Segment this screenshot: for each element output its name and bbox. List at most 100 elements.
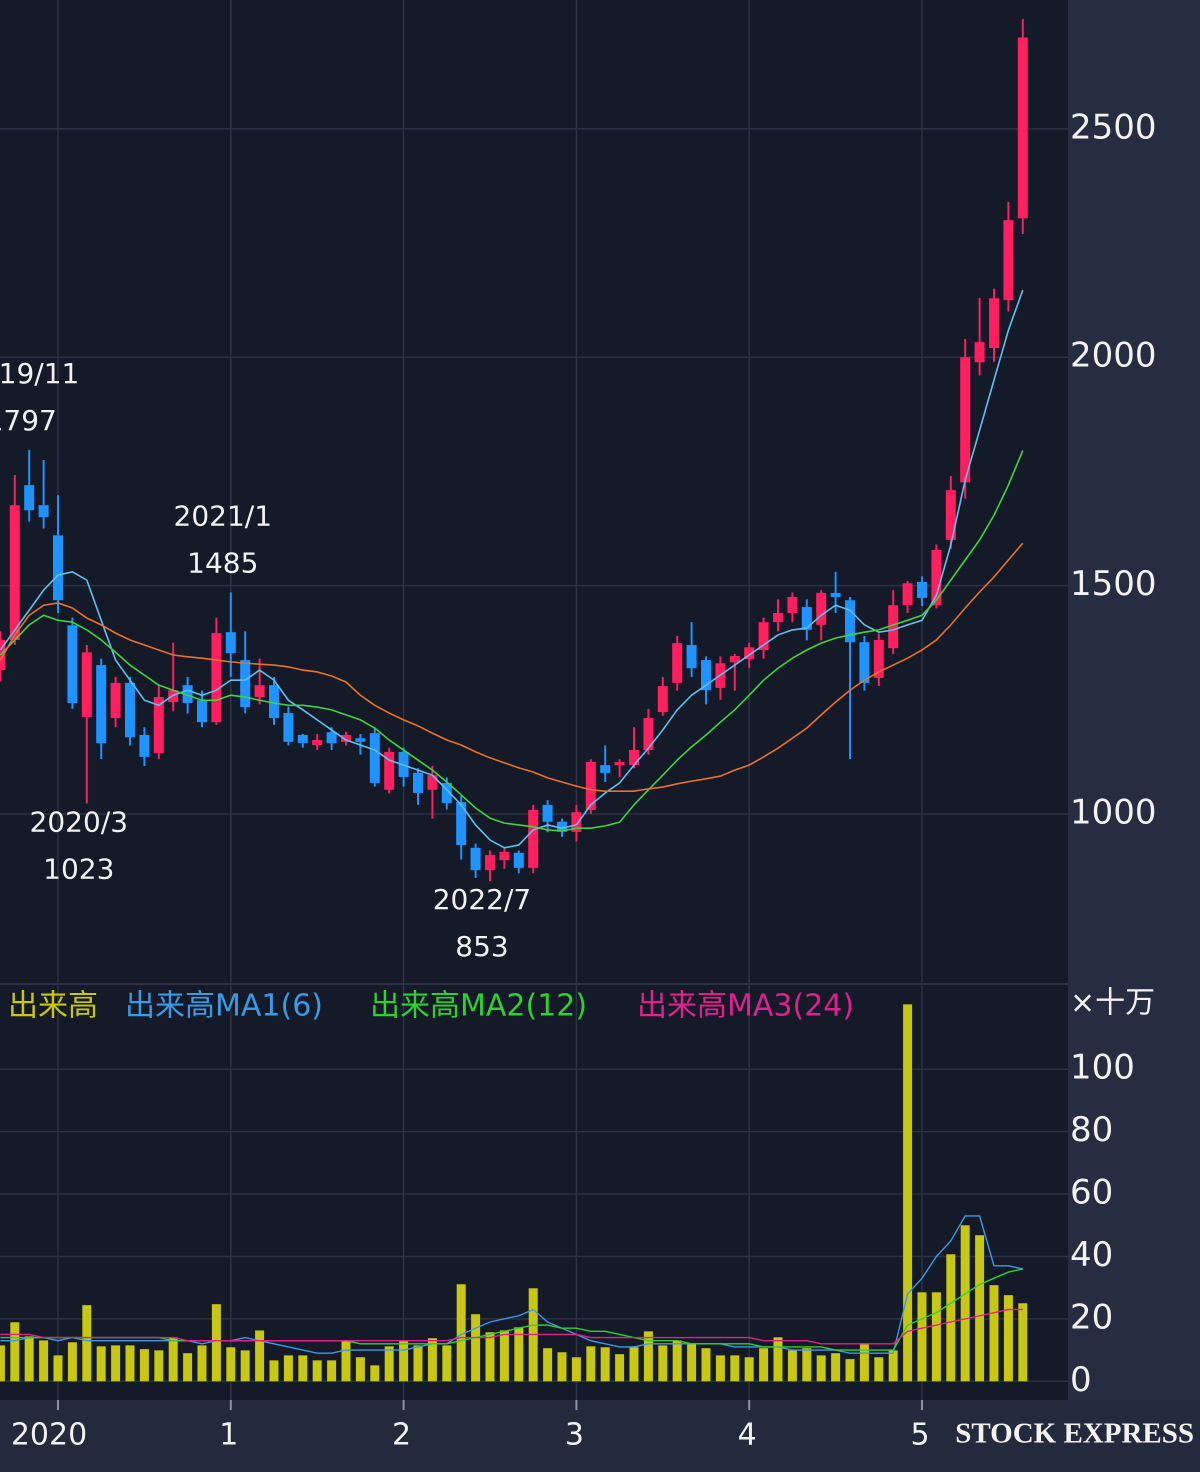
- volume-bar: [485, 1332, 495, 1382]
- candle-body: [571, 812, 582, 832]
- candle-body: [413, 772, 423, 793]
- volume-bar: [615, 1354, 625, 1382]
- candle-body: [341, 734, 351, 742]
- volume-ma-line: [0, 1268, 1023, 1351]
- moving-average-line: [0, 542, 1024, 792]
- candle-body: [197, 700, 207, 723]
- volume-bar: [183, 1353, 193, 1382]
- volume-bar: [327, 1360, 337, 1382]
- volume-bar: [0, 1345, 5, 1382]
- volume-bar: [989, 1285, 999, 1382]
- candle-body: [211, 633, 222, 723]
- volume-bar: [399, 1340, 409, 1382]
- volume-bar: [211, 1304, 221, 1382]
- volume-bar: [442, 1345, 452, 1382]
- candle-body: [499, 851, 510, 861]
- candle-body: [225, 632, 236, 654]
- annotation-price: 1023: [43, 852, 114, 885]
- candle-body: [672, 643, 683, 683]
- candle-body: [513, 852, 524, 868]
- volume-bar: [730, 1355, 740, 1382]
- candle-body: [326, 732, 337, 744]
- annotation-date: 2019/11: [0, 357, 79, 390]
- volume-bar: [672, 1340, 682, 1382]
- candle-body: [989, 298, 999, 349]
- candle-body: [974, 342, 985, 363]
- volume-bar: [802, 1348, 812, 1382]
- annotation-date: 2020/3: [30, 805, 129, 838]
- volume-bar: [514, 1327, 524, 1382]
- volume-bar: [759, 1348, 769, 1382]
- volume-bar: [355, 1357, 365, 1382]
- legend-entry: 出来高: [8, 989, 98, 1024]
- candle-body: [81, 652, 92, 718]
- volume-bar: [715, 1355, 725, 1382]
- candle-body: [873, 639, 884, 678]
- volume-bar: [946, 1254, 956, 1382]
- volume-bar: [629, 1347, 639, 1382]
- candle-body: [917, 581, 927, 598]
- x-tick-label: 2: [392, 1418, 411, 1453]
- volume-ma-line: [0, 1308, 1023, 1345]
- volume-bar: [255, 1330, 265, 1382]
- candle-body: [1003, 220, 1014, 301]
- candle-body: [600, 765, 611, 773]
- volume-bar: [413, 1345, 423, 1382]
- candle-body: [38, 505, 49, 518]
- candle-body: [441, 782, 452, 804]
- candle-body: [585, 761, 596, 810]
- volume-bar: [82, 1305, 92, 1382]
- annotation-date: 2021/1: [174, 499, 273, 532]
- volume-bar: [744, 1357, 754, 1382]
- volume-bar: [197, 1345, 207, 1382]
- volume-bar: [874, 1357, 884, 1382]
- candle-body: [369, 733, 380, 783]
- volume-bar: [341, 1340, 351, 1382]
- candle-body: [629, 750, 639, 766]
- candle-body: [830, 592, 841, 598]
- volume-bar: [931, 1292, 941, 1382]
- y-tick-label: 1000: [1070, 792, 1157, 832]
- volume-bar: [903, 1004, 913, 1382]
- volume-bar: [816, 1355, 826, 1382]
- candle-body: [1017, 37, 1028, 219]
- candle-body: [960, 357, 971, 483]
- x-axis-panel: [0, 1400, 1200, 1472]
- candle-body: [729, 655, 740, 663]
- candle-body: [859, 642, 870, 683]
- candle-body: [182, 685, 193, 703]
- volume-bar: [384, 1346, 394, 1382]
- volume-bar: [53, 1355, 63, 1382]
- volume-bar: [111, 1345, 121, 1382]
- candle-body: [931, 549, 942, 606]
- candle-body: [456, 802, 467, 846]
- moving-average-line: [0, 450, 1024, 832]
- y-tick-label: 0: [1070, 1360, 1092, 1400]
- volume-bar: [312, 1360, 322, 1382]
- candle-body: [528, 809, 539, 868]
- candle-body: [269, 685, 279, 719]
- volume-bar: [586, 1346, 596, 1382]
- candle-body: [110, 682, 121, 719]
- x-tick-label: 2020: [11, 1418, 87, 1453]
- candle-body: [297, 734, 308, 744]
- candle-body: [945, 490, 956, 540]
- candle-body: [67, 625, 78, 703]
- volume-bar: [240, 1350, 250, 1382]
- candle-body: [758, 622, 769, 651]
- volume-bar: [226, 1347, 236, 1382]
- volume-bar: [456, 1284, 466, 1382]
- candle-body: [24, 485, 35, 511]
- volume-bar: [859, 1343, 869, 1382]
- annotation-date: 2022/7: [433, 883, 532, 916]
- volume-bar: [154, 1350, 164, 1382]
- volume-bar: [687, 1344, 697, 1382]
- candle-body: [643, 718, 654, 751]
- candle-body: [816, 592, 827, 625]
- volume-bar: [24, 1336, 34, 1382]
- volume-bar: [283, 1355, 293, 1382]
- candle-body: [801, 607, 812, 630]
- volume-bar: [298, 1355, 308, 1382]
- volume-bar: [269, 1360, 279, 1382]
